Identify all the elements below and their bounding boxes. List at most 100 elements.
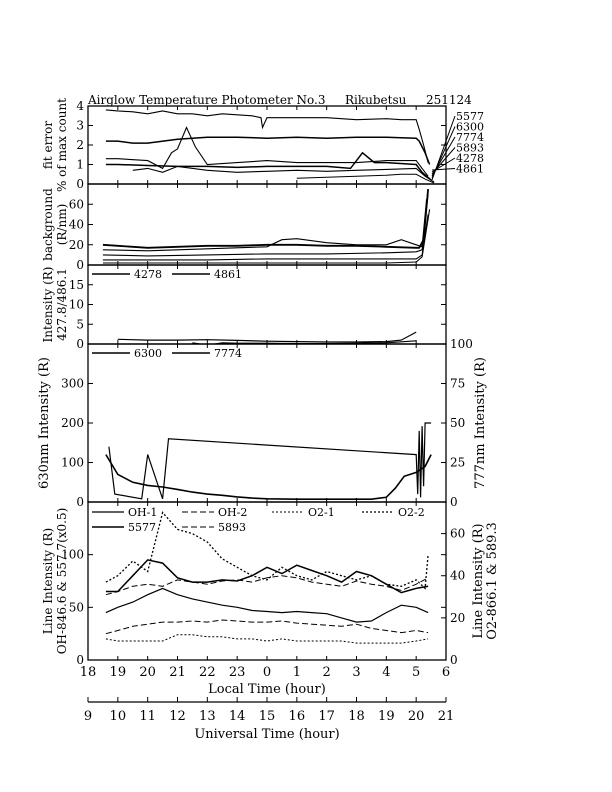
legend-label: 5893 <box>456 142 484 155</box>
x-tick-label: 6 <box>442 665 450 680</box>
legend-label: 6300 <box>134 347 162 360</box>
series-line <box>102 189 429 249</box>
chart-title: Airglow Temperature Photometer No.3 <box>87 93 326 107</box>
x2-tick-label: 10 <box>110 709 127 724</box>
y-axis-label: Intensity (R) <box>41 267 55 343</box>
legend-label: 5577 <box>456 110 484 123</box>
x2-tick-label: 17 <box>318 709 335 724</box>
x-axis-label: Local Time (hour) <box>208 682 326 697</box>
x2-tick-label: 16 <box>289 709 306 724</box>
legend-label: OH-1 <box>128 506 157 519</box>
y-tick-label: 10 <box>69 298 84 312</box>
y-tick-label: 5 <box>76 317 84 331</box>
x2-tick-label: 15 <box>259 709 276 724</box>
y-tick-label: 0 <box>76 653 84 667</box>
y-tick-label: 4 <box>76 99 84 113</box>
y-tick-label: 0 <box>76 258 84 272</box>
y-tick-label: 0 <box>76 495 84 509</box>
y2-axis-label: O2-866.1 & 589.3 <box>485 522 500 640</box>
y-tick-label: 60 <box>69 197 84 211</box>
y-axis-label: OH-846.6 & 557.7(x0.5) <box>55 508 69 655</box>
y2-tick-label: 75 <box>450 377 465 391</box>
x2-axis-label: Universal Time (hour) <box>194 727 339 742</box>
series-line-5577 <box>105 109 429 163</box>
y-tick-label: 3 <box>76 119 84 133</box>
series-line-O2-1 <box>105 634 429 644</box>
series-line-5893 <box>105 619 429 635</box>
y-tick-label: 0 <box>76 337 84 351</box>
y2-axis-label: 777nm Intensity (R) <box>473 357 488 489</box>
panel-frame <box>87 343 447 503</box>
series-line-4861 <box>296 173 435 184</box>
y2-tick-label: 0 <box>450 653 458 667</box>
y-tick-label: 50 <box>69 600 84 614</box>
series-line-4278 <box>132 165 435 183</box>
y-tick-label: 1 <box>76 158 84 172</box>
legend-label: 7774 <box>214 347 242 360</box>
y-axis-label: Line Intensity (R) <box>41 528 55 634</box>
x2-tick-label: 19 <box>378 709 395 724</box>
x-tick-label: 21 <box>169 665 186 680</box>
x-tick-label: 2 <box>323 665 331 680</box>
x2-tick-label: 12 <box>169 709 186 724</box>
series-line-7774 <box>105 126 429 177</box>
x-tick-label: 4 <box>382 665 390 680</box>
series-line-4278 <box>117 331 417 343</box>
y-tick-label: 0 <box>76 177 84 191</box>
y-axis-label: (R/nm) <box>55 204 69 246</box>
y2-tick-label: 0 <box>450 495 458 509</box>
x2-tick-label: 20 <box>408 709 425 724</box>
legend-leader <box>431 168 456 171</box>
panel-background: 0 20 40 60 background (R/nm) <box>41 183 447 272</box>
y-axis-label: 427.8/486.1 <box>55 268 69 341</box>
x-tick-label: 3 <box>352 665 360 680</box>
legend-label: 4278 <box>456 152 484 165</box>
series-line-OH-2 <box>105 575 429 596</box>
y-tick-label: 200 <box>61 416 84 430</box>
panel-fit-error: 0 1 2 3 4 fit error% of max count 557763007774… <box>41 98 484 192</box>
chart-station: Rikubetsu <box>345 93 407 107</box>
y2-tick-label: 20 <box>450 611 465 625</box>
y2-axis-label: Line Intensity (R) <box>471 523 486 638</box>
y2-tick-label: 60 <box>450 527 465 541</box>
legend-label: O2-2 <box>398 506 425 519</box>
y-axis-label: 630nm Intensity (R) <box>37 357 52 489</box>
y-axis-label: fit error <box>41 121 55 169</box>
series-line <box>102 214 429 261</box>
series-line <box>102 194 429 257</box>
y-tick-label: 40 <box>69 218 84 232</box>
x2-tick-label: 14 <box>229 709 246 724</box>
x-tick-label: 5 <box>412 665 420 680</box>
x2-tick-label: 18 <box>348 709 365 724</box>
y-tick-label: 100 <box>61 548 84 562</box>
legend-label: O2-1 <box>308 506 335 519</box>
x2-tick-label: 13 <box>199 709 216 724</box>
chart-date: 251124 <box>426 93 472 107</box>
series-line-6300 <box>105 136 431 165</box>
panel-630-777: 0 100 200 300 0 25 50 75 100 630nm Intensity (R) 7… <box>37 337 488 509</box>
legend-label: 7774 <box>456 131 484 144</box>
y2-tick-label: 50 <box>450 416 465 430</box>
x-tick-label: 23 <box>229 665 246 680</box>
series-line <box>102 209 431 264</box>
y-tick-label: 2 <box>76 138 84 152</box>
x-tick-label: 19 <box>110 665 127 680</box>
x-tick-label: 0 <box>263 665 271 680</box>
x-tick-label: 18 <box>80 665 97 680</box>
legend-label: OH-2 <box>218 506 247 519</box>
series-line-6300 <box>105 454 432 500</box>
x2-tick-label: 9 <box>84 709 92 724</box>
x-tick-label: 1 <box>293 665 301 680</box>
legend-label: 6300 <box>456 121 484 134</box>
y-tick-label: 100 <box>61 456 84 470</box>
y-axis-label: % of max count <box>55 98 69 192</box>
y2-tick-label: 100 <box>450 337 473 351</box>
legend-label: 5577 <box>128 521 156 534</box>
legend-label: 4278 <box>134 268 162 281</box>
y2-tick-label: 40 <box>450 569 465 583</box>
x2-tick-label: 21 <box>438 709 455 724</box>
y-tick-label: 300 <box>61 377 84 391</box>
y-tick-label: 15 <box>69 278 84 292</box>
